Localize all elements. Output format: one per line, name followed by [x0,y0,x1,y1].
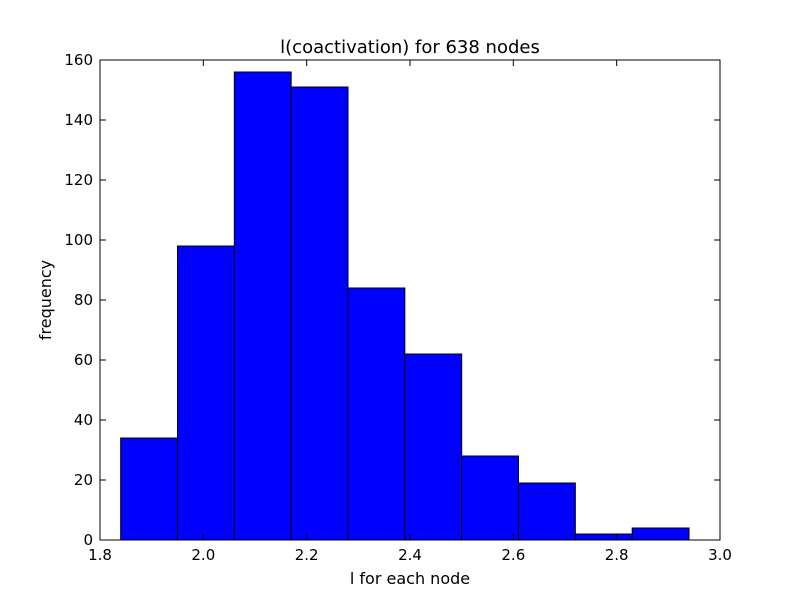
x-tick-label: 2.8 [605,546,629,564]
histogram-bar-8 [518,482,576,541]
y-tick-label: 60 [74,351,93,369]
histogram-bar-7 [461,455,519,541]
bars-group [120,71,690,541]
chart-title: l(coactivation) for 638 nodes [280,37,540,58]
y-tick-label: 160 [64,51,93,69]
ticks-group: 1.8 2.0 2.2 2.4 2.6 2.8 3.0 0 20 40 60 80 100 120 140 1… [64,51,732,564]
x-axis-label: l for each node [350,569,470,588]
histogram-bar-9 [574,533,633,541]
histogram-bar-10 [631,527,690,541]
x-tick-label: 2.0 [191,546,215,564]
histogram-bar-3 [233,71,292,541]
y-tick-label: 140 [64,111,93,129]
x-tick-label: 2.2 [295,546,319,564]
y-tick-label: 40 [74,411,93,429]
x-tick-label: 2.6 [501,546,525,564]
y-tick-label: 80 [74,291,93,309]
plot-frame [99,59,721,541]
x-tick-label: 1.8 [88,546,112,564]
histogram-bar-1 [120,437,178,541]
histogram-bar-6 [404,353,463,541]
histogram-bar-5 [347,287,406,541]
y-axis-label: frequency [36,260,55,340]
y-tick-label: 0 [83,531,93,549]
y-tick-label: 120 [64,171,93,189]
x-tick-label: 2.4 [398,546,422,564]
y-tick-label: 20 [74,471,93,489]
y-tick-label: 100 [64,231,93,249]
histogram-bar-4 [290,86,349,541]
histogram-bar-2 [177,245,235,541]
x-tick-label: 3.0 [708,546,732,564]
